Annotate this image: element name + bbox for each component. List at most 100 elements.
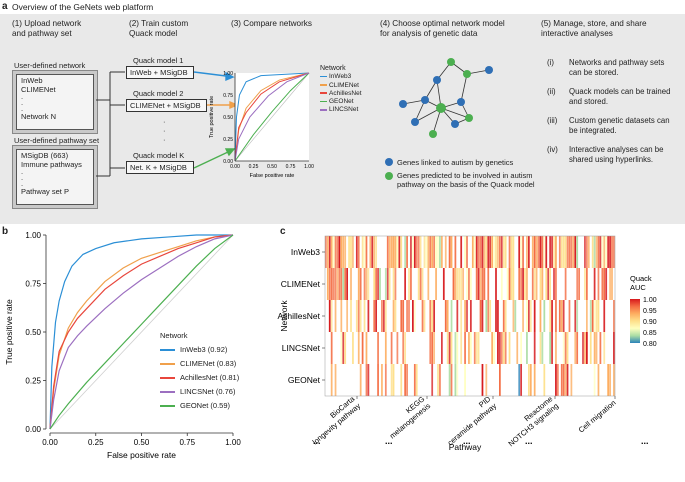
heatmap-cell (367, 364, 370, 396)
roc-curve-1 (49, 234, 234, 430)
mini-xlabel: False positive rate (250, 173, 295, 179)
quack-model-1-box: InWeb + MSigDB (126, 66, 194, 79)
heatmap-cell (336, 268, 339, 300)
heatmap-cell (584, 236, 586, 268)
roc-xlabel: False positive rate (107, 450, 176, 460)
heatmap-cell (520, 332, 523, 364)
heatmap-cell (470, 268, 472, 300)
mini-ytick-4: 0.00 (223, 159, 233, 165)
model-dot-2: · (163, 126, 166, 135)
heatmap-cell (597, 236, 600, 268)
heatmap-cell (406, 236, 408, 268)
heatmap-cell (597, 268, 600, 300)
heatmap-cell (369, 236, 372, 268)
mini-legend-row-4: LINCSNet (320, 106, 362, 114)
heatmap-cell (406, 300, 408, 332)
heatmap-cell (479, 268, 482, 300)
heatmap-cell (587, 236, 590, 268)
heatmap-cell (371, 236, 374, 268)
heatmap-cell (495, 236, 497, 268)
heatmap-cell (584, 268, 586, 300)
heatmap-cell (475, 236, 478, 268)
heatmap-cell (384, 364, 387, 396)
heatmap-cell (404, 236, 407, 268)
heatmap-cell (607, 364, 610, 396)
mini-roc-legend: Network InWeb3 CLIMENet AchillesNet GEONet L… (320, 65, 362, 115)
heatmap-cell (466, 236, 468, 268)
heatmap-chart: InWeb3 CLIMENet AchillesNet LINCSNet GEONet N… (277, 235, 657, 452)
heatmap-cell (338, 268, 341, 300)
heatmap-row-label-1: CLIMENet (281, 279, 321, 289)
heatmap-cell (611, 236, 613, 268)
heatmap-cell (375, 268, 378, 300)
step5-item-text: Quack models can be trained and stored. (569, 87, 671, 106)
heatmap-cell (560, 236, 563, 268)
heatmap-cell (518, 268, 521, 300)
heatmap-cell (352, 332, 354, 364)
heatmap-cell (576, 332, 579, 364)
heatmap-cell (342, 268, 345, 300)
pathway-item-2: . (21, 167, 24, 176)
roc-ytick-label: 1.00 (25, 231, 41, 240)
heatmap-cell (408, 300, 410, 332)
heatmap-cell (330, 300, 333, 332)
roc-legend-row-0: InWeb3 (0.92) (160, 344, 239, 355)
heatmap-cell (400, 364, 403, 396)
heatmap-cell (398, 236, 401, 268)
pathway-item-3: . (21, 173, 24, 182)
step5-item-number: (ii) (547, 87, 556, 96)
mini-legend-row-3: GEONet (320, 98, 362, 106)
heatmap-row-label-0: InWeb3 (291, 247, 320, 257)
heatmap-cell (529, 364, 532, 396)
heatmap-cell (599, 236, 602, 268)
heatmap-cell (346, 300, 349, 332)
heatmap-cell (609, 268, 611, 300)
heatmap-cell (593, 268, 596, 300)
mini-xtick-0: 0.00 (230, 164, 240, 170)
colorbar-title-0: Quack (630, 274, 652, 283)
heatmap-cell (533, 236, 536, 268)
heatmap-cell (504, 236, 507, 268)
heatmap-cell (485, 364, 488, 396)
heatmap-cell (500, 236, 503, 268)
heatmap-cell (334, 364, 337, 396)
heatmap-cell (551, 236, 553, 268)
heatmap-cell (460, 236, 463, 268)
heatmap-cell (402, 332, 405, 364)
heatmap-cell (377, 364, 379, 396)
heatmap-cell (431, 236, 434, 268)
blue-gene-node (485, 66, 493, 74)
heatmap-cell (384, 268, 387, 300)
green-gene-node (465, 114, 473, 122)
heatmap-cell (373, 268, 376, 300)
heatmap-cell (493, 236, 495, 268)
heatmap-cell (531, 268, 534, 300)
heatmap-cell (446, 332, 449, 364)
mini-legend-rows: InWeb3 CLIMENet AchillesNet GEONet LINCSNet (320, 73, 362, 114)
heatmap-cell (516, 332, 519, 364)
heatmap-cell (605, 236, 608, 268)
heatmap-cell (332, 268, 335, 300)
heatmap-cell (361, 332, 364, 364)
roc-curve-2 (49, 234, 234, 430)
heatmap-cell (595, 236, 598, 268)
colorbar-tick-4: 0.80 (643, 341, 657, 348)
heatmap-cell (340, 332, 343, 364)
step5-item-number: (i) (547, 58, 554, 67)
heatmap-cell (574, 332, 577, 364)
heatmap-cell (325, 236, 327, 268)
heatmap-cell (417, 268, 420, 300)
mini-curve-inweb3 (234, 72, 310, 162)
heatmap-cell (431, 300, 434, 332)
heatmap-cell (481, 300, 484, 332)
heatmap-cell (520, 268, 523, 300)
heatmap-cell (402, 300, 405, 332)
heatmap-row-label-3: LINCSNet (282, 343, 321, 353)
heatmap-cell (555, 268, 557, 300)
heatmap-cell (589, 332, 592, 364)
heatmap-cell (549, 236, 552, 268)
heatmap-cell (574, 236, 577, 268)
heatmap-cell (613, 300, 615, 332)
heatmap-cell (485, 300, 488, 332)
heatmap-cell (611, 268, 613, 300)
